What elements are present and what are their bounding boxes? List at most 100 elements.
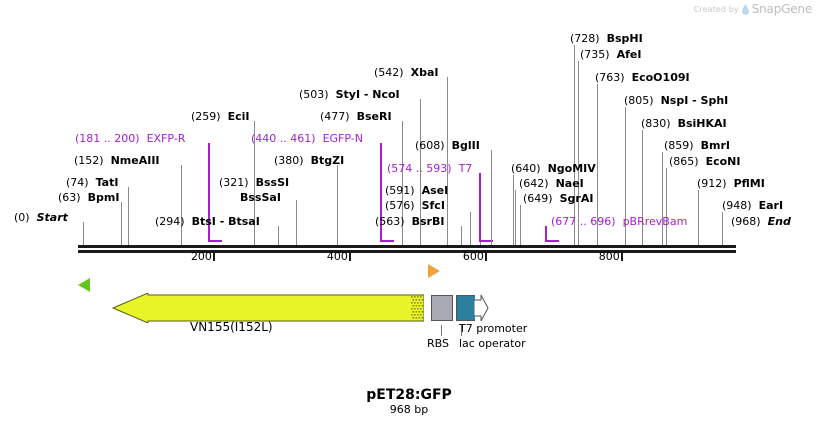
site-name: Start — [36, 211, 68, 224]
site-label-afei[interactable]: (735) AfeI — [580, 49, 641, 61]
site-label-tati[interactable]: (74) TatI — [66, 177, 118, 189]
site-label-bpmi[interactable]: (63) BpmI — [58, 192, 119, 204]
site-label-naei[interactable]: (642) NaeI — [519, 178, 584, 190]
cds-feature-arrow[interactable] — [112, 293, 424, 323]
site-label-nspi[interactable]: (805) NspI - SphI — [624, 95, 728, 107]
site-label-bsihkai[interactable]: (830) BsiHKAI — [641, 118, 727, 130]
site-label-nmeaiii[interactable]: (152) NmeAIII — [74, 155, 160, 167]
site-name: EcoNI — [705, 155, 741, 168]
site-name: EGFP-N — [322, 132, 363, 145]
site-label-xbai[interactable]: (542) XbaI — [374, 67, 438, 79]
site-position: (477) — [320, 110, 350, 123]
ruler-line-bottom — [78, 250, 736, 253]
site-name: SgrAI — [559, 192, 594, 205]
ruler-tick-label: 600 — [462, 250, 484, 263]
rbs-feature-box[interactable] — [431, 295, 453, 321]
leader-line-exfp_r — [208, 143, 210, 240]
site-name: BsiHKAI — [677, 117, 727, 130]
site-name: pBRrevBam — [622, 215, 688, 228]
site-position: (181 .. 200) — [75, 132, 140, 145]
leader-line-pflmi — [698, 190, 699, 245]
ruler-line-top — [78, 245, 736, 248]
snapgene-watermark: Created by SnapGene — [694, 2, 812, 16]
site-position: (321) — [219, 176, 249, 189]
leader-line-bsssi — [296, 200, 297, 245]
ruler-tick-label: 400 — [326, 250, 348, 263]
site-name: SfcI — [421, 199, 445, 212]
site-name: BspHI — [606, 32, 643, 45]
ruler-tick — [620, 253, 623, 261]
site-label-pflmi[interactable]: (912) PflMI — [697, 178, 765, 190]
leader-line-sfci — [470, 212, 471, 245]
site-position: (968) — [731, 215, 761, 228]
site-label-t7_primer[interactable]: (574 .. 593) T7 — [387, 163, 472, 175]
site-label-bsrbi[interactable]: (563) BsrBI — [375, 216, 444, 228]
site-label-bmri[interactable]: (859) BmrI — [664, 140, 730, 152]
site-position: (563) — [375, 215, 405, 228]
site-label-econi[interactable]: (865) EcoNI — [669, 156, 740, 168]
site-label-ecoo109i[interactable]: (763) EcoO109I — [595, 72, 690, 84]
primer-foot-egfp_n — [380, 240, 394, 242]
primer-foot-exfp_r — [208, 240, 222, 242]
site-position: (649) — [523, 192, 553, 205]
site-name: BssSI — [255, 176, 290, 189]
site-position: (830) — [641, 117, 671, 130]
site-name: NmeAIII — [110, 154, 160, 167]
site-name: EarI — [758, 199, 784, 212]
site-label-styi[interactable]: (503) StyI - NcoI — [299, 89, 400, 101]
leader-line-start — [83, 222, 84, 245]
leader-line-bsrbi — [461, 226, 462, 245]
site-label-sgrai[interactable]: (649) SgrAI — [523, 193, 593, 205]
site-name: EciI — [227, 110, 250, 123]
site-position: (865) — [669, 155, 699, 168]
site-position: (805) — [624, 94, 654, 107]
green-feature-arrowhead — [78, 278, 90, 292]
t7-promoter-feature-arrow[interactable] — [473, 293, 489, 323]
leader-line-ngomiv — [513, 175, 514, 245]
snapgene-drop-icon — [741, 3, 749, 15]
site-position: (380) — [274, 154, 304, 167]
site-label-bsssai[interactable]: BssSaI — [240, 192, 281, 204]
site-label-egfp_n[interactable]: (440 .. 461) EGFP-N — [251, 133, 363, 145]
cds-feature-label: VN155(I152L) — [190, 320, 273, 334]
site-position: (542) — [374, 66, 404, 79]
site-label-bsphi[interactable]: (728) BspHI — [570, 33, 643, 45]
site-position: (259) — [191, 110, 221, 123]
site-label-start[interactable]: (0) Start — [14, 212, 68, 224]
leader-line-eci — [254, 121, 255, 245]
site-label-asei[interactable]: (591) AseI — [385, 185, 448, 197]
site-position: (574 .. 593) — [387, 162, 452, 175]
site-label-btsi[interactable]: (294) BtsI - BtsaI — [155, 216, 260, 228]
site-name: NgoMIV — [547, 162, 596, 175]
leader-line-bsphi — [574, 45, 575, 245]
site-label-bglii[interactable]: (608) BglII — [415, 140, 480, 152]
site-position: (503) — [299, 88, 329, 101]
leader-line-bmri — [662, 152, 663, 245]
ruler-tick-label: 200 — [190, 250, 212, 263]
site-position: (763) — [595, 71, 625, 84]
site-label-exfp_r[interactable]: (181 .. 200) EXFP-R — [75, 133, 185, 145]
ruler-tick-label: 800 — [598, 250, 620, 263]
site-position: (294) — [155, 215, 185, 228]
site-name: XbaI — [410, 66, 439, 79]
primer-foot-pbrrevbam — [545, 240, 559, 242]
site-label-bsssi[interactable]: (321) BssSI — [219, 177, 289, 189]
site-name: EXFP-R — [146, 132, 186, 145]
lac-operator-feature-box[interactable] — [456, 295, 475, 321]
site-label-eari[interactable]: (948) EarI — [722, 200, 783, 212]
site-label-ngomiv[interactable]: (640) NgoMIV — [511, 163, 596, 175]
site-position: (642) — [519, 177, 549, 190]
leader-line-bseri — [402, 121, 403, 245]
site-position: (152) — [74, 154, 104, 167]
site-label-bseri[interactable]: (477) BseRI — [320, 111, 392, 123]
site-label-sfci[interactable]: (576) SfcI — [385, 200, 445, 212]
site-label-end[interactable]: (968) End — [731, 216, 791, 228]
leader-line-nspi — [625, 107, 626, 245]
leader-line-econi — [666, 168, 667, 245]
leader-line-bpmi — [121, 202, 122, 245]
site-label-pbrrevbam[interactable]: (677 .. 696) pBRrevBam — [551, 216, 687, 228]
site-label-btgzi[interactable]: (380) BtgZI — [274, 155, 344, 167]
leader-line-styi — [420, 99, 421, 245]
site-label-eci[interactable]: (259) EciI — [191, 111, 250, 123]
t7-promoter-feature-label: T7 promoter — [459, 322, 528, 335]
